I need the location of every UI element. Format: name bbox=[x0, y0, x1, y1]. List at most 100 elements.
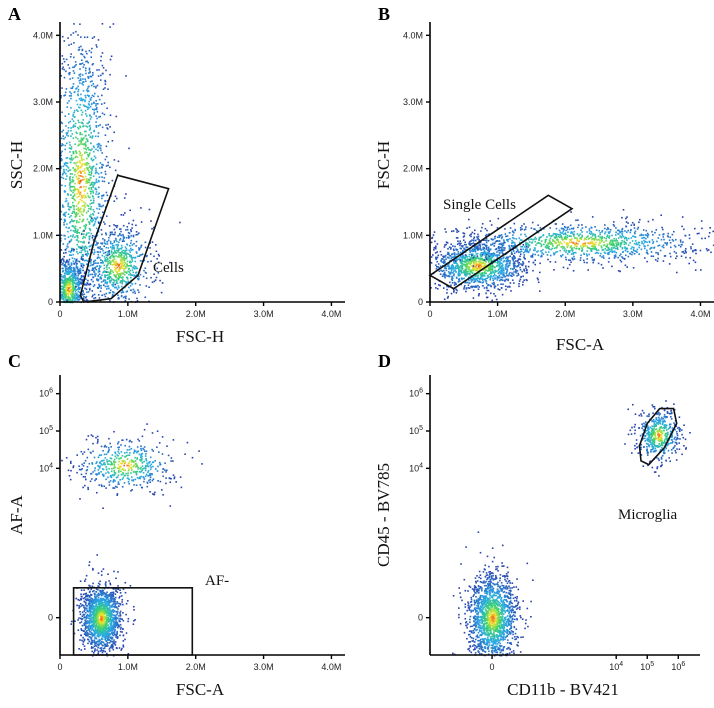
event-point bbox=[517, 265, 519, 267]
event-point bbox=[490, 275, 493, 278]
event-point bbox=[85, 60, 87, 63]
event-point bbox=[75, 292, 78, 295]
event-point bbox=[97, 179, 100, 182]
event-point bbox=[586, 258, 588, 260]
event-point bbox=[97, 246, 99, 249]
event-point bbox=[74, 295, 76, 297]
event-point bbox=[70, 280, 72, 282]
event-point bbox=[626, 250, 629, 253]
event-point bbox=[70, 250, 72, 253]
event-point bbox=[590, 250, 592, 252]
event-point bbox=[64, 185, 67, 187]
event-point bbox=[92, 186, 94, 188]
event-point bbox=[440, 254, 443, 256]
event-point bbox=[65, 289, 68, 291]
event-point bbox=[102, 204, 105, 207]
event-point bbox=[640, 248, 643, 251]
event-point bbox=[523, 229, 526, 231]
event-point bbox=[65, 299, 67, 301]
event-point bbox=[517, 259, 519, 262]
event-point bbox=[60, 210, 62, 213]
gate-polygon[interactable] bbox=[428, 194, 574, 290]
event-point bbox=[82, 297, 85, 300]
event-point bbox=[141, 253, 144, 255]
event-point bbox=[509, 238, 511, 240]
event-point bbox=[615, 243, 618, 246]
event-point bbox=[459, 242, 462, 245]
event-point bbox=[630, 237, 633, 239]
event-point bbox=[77, 34, 79, 36]
event-point bbox=[140, 254, 143, 256]
event-point bbox=[623, 243, 626, 246]
event-point bbox=[95, 163, 98, 166]
event-point bbox=[612, 247, 615, 249]
event-point bbox=[633, 232, 636, 234]
event-point bbox=[97, 193, 100, 195]
x-axis-label: FSC-A bbox=[556, 335, 605, 354]
event-point bbox=[89, 176, 92, 179]
event-point bbox=[73, 269, 76, 272]
event-point bbox=[148, 286, 150, 288]
event-point bbox=[109, 279, 111, 282]
event-point bbox=[513, 255, 516, 258]
event-point bbox=[436, 251, 438, 253]
event-point bbox=[481, 243, 484, 246]
event-point bbox=[644, 247, 646, 250]
event-point bbox=[88, 166, 91, 168]
event-point bbox=[88, 248, 91, 251]
event-point bbox=[477, 288, 480, 290]
event-point bbox=[492, 238, 495, 241]
event-point bbox=[531, 241, 534, 243]
gate-polygon[interactable] bbox=[79, 174, 170, 303]
event-point bbox=[685, 256, 687, 259]
event-point bbox=[610, 244, 612, 246]
event-point bbox=[64, 220, 66, 222]
event-point bbox=[620, 230, 622, 233]
event-point bbox=[110, 612, 113, 614]
event-point bbox=[602, 248, 604, 251]
event-point bbox=[105, 191, 108, 194]
event-point bbox=[140, 244, 143, 247]
event-point bbox=[586, 246, 589, 249]
event-point bbox=[81, 121, 83, 124]
event-point bbox=[69, 206, 72, 209]
event-point bbox=[70, 146, 73, 148]
event-point bbox=[601, 240, 603, 243]
event-point bbox=[65, 58, 68, 61]
event-point bbox=[532, 261, 535, 264]
event-point bbox=[484, 254, 486, 256]
event-point bbox=[144, 241, 147, 244]
event-point bbox=[564, 232, 567, 235]
event-point bbox=[77, 207, 80, 209]
event-point bbox=[621, 231, 624, 233]
event-point bbox=[561, 227, 563, 230]
event-point bbox=[512, 255, 515, 258]
event-point bbox=[72, 253, 74, 256]
event-point bbox=[459, 274, 461, 276]
event-point bbox=[104, 134, 107, 136]
event-point bbox=[467, 287, 470, 289]
event-point bbox=[80, 97, 82, 99]
event-point bbox=[668, 239, 671, 242]
event-point bbox=[72, 250, 75, 252]
event-point bbox=[97, 271, 100, 273]
events bbox=[60, 23, 181, 304]
event-point bbox=[134, 292, 136, 294]
event-point bbox=[65, 211, 67, 214]
event-point bbox=[471, 231, 474, 234]
event-point bbox=[500, 248, 503, 250]
event-point bbox=[96, 46, 98, 48]
event-point bbox=[73, 91, 76, 94]
event-point bbox=[619, 242, 622, 244]
event-point bbox=[124, 252, 126, 254]
panel-letter: B bbox=[378, 4, 390, 24]
event-point bbox=[506, 265, 509, 268]
event-point bbox=[96, 257, 99, 259]
event-point bbox=[69, 279, 71, 281]
event-point bbox=[559, 233, 562, 236]
event-point bbox=[82, 248, 84, 250]
event-point bbox=[82, 636, 84, 639]
event-point bbox=[487, 246, 490, 249]
event-point bbox=[107, 297, 109, 299]
event-point bbox=[84, 162, 86, 165]
